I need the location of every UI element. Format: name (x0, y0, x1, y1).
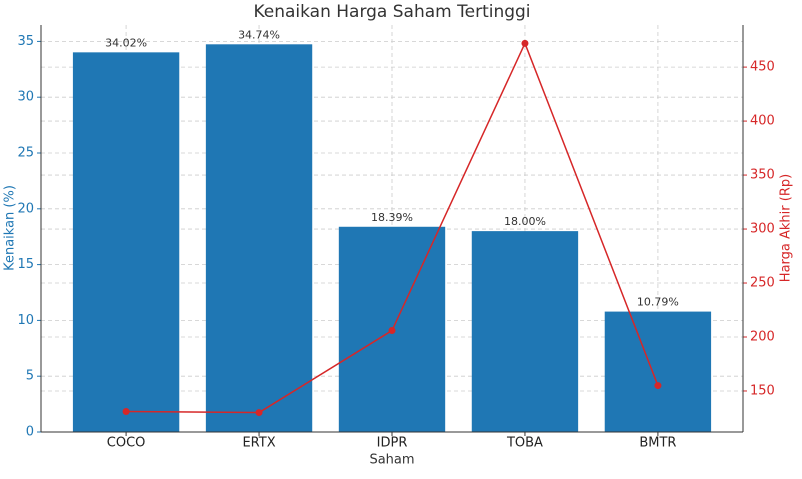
y-tick-label: 5 (26, 369, 34, 384)
bar (72, 52, 180, 433)
y-tick-label: 0 (26, 425, 34, 440)
y2-tick-label: 150 (750, 383, 775, 398)
value-label: 10.79% (637, 296, 679, 309)
y2-tick-label: 400 (750, 114, 775, 129)
y-tick-label: 15 (17, 257, 34, 272)
y2-tick-label: 250 (750, 276, 775, 291)
bar (471, 231, 579, 432)
point (255, 409, 263, 417)
value-label: 18.00% (504, 215, 546, 228)
y2-axis-label: Harga Akhir (Rp) (779, 174, 794, 282)
value-label: 18.39% (371, 211, 413, 224)
y2-tick-label: 200 (750, 329, 775, 344)
y-tick-label: 10 (17, 313, 34, 328)
y-tick-label: 35 (17, 34, 34, 49)
x-tick-label: COCO (107, 436, 146, 451)
y-axis-label: Kenaikan (%) (3, 185, 18, 271)
y2-tick-label: 350 (750, 168, 775, 183)
point (388, 327, 396, 335)
x-tick-label: IDPR (377, 436, 408, 451)
x-axis-label: Saham (369, 453, 414, 468)
y-tick-label: 20 (17, 201, 34, 216)
y2-tick-label: 300 (750, 222, 775, 237)
value-label: 34.74% (238, 28, 280, 41)
point (654, 382, 662, 390)
point (521, 39, 529, 47)
point (122, 407, 130, 415)
value-label: 34.02% (105, 36, 147, 49)
chart-title: Kenaikan Harga Saham Tertinggi (253, 2, 530, 22)
bar (205, 44, 313, 433)
x-tick-label: BMTR (639, 436, 676, 451)
y-tick-label: 30 (17, 90, 34, 105)
y2-tick-label: 450 (750, 60, 775, 75)
bar (604, 311, 712, 432)
y-tick-label: 25 (17, 146, 34, 161)
x-tick-label: TOBA (506, 436, 543, 451)
x-tick-label: ERTX (242, 436, 275, 451)
